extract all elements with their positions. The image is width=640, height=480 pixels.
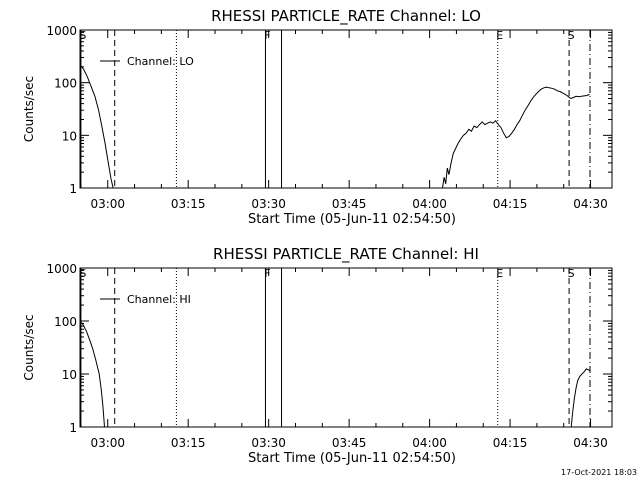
x-tick-label: 03:15	[171, 436, 206, 450]
y-axis-label: Counts/sec	[22, 76, 36, 142]
x-tick-label: 04:30	[573, 197, 608, 211]
event-marker-label: E	[496, 267, 503, 280]
x-tick-label: 03:15	[171, 197, 206, 211]
x-tick-label: 04:30	[573, 436, 608, 450]
x-axis-label: Start Time (05-Jun-11 02:54:50)	[248, 212, 456, 227]
y-tick-label: 10	[62, 368, 77, 382]
event-marker-label: S	[79, 267, 86, 280]
plot-frame	[79, 267, 613, 428]
x-tick-label: 03:00	[90, 436, 125, 450]
x-tick-label: 03:30	[251, 197, 286, 211]
event-marker-label: S	[568, 29, 575, 42]
y-axis-label: Counts/sec	[22, 314, 36, 380]
panel-hi: RHESSI PARTICLE_RATE Channel: HI Start Ti…	[22, 245, 613, 466]
x-tick-label: 03:00	[90, 197, 125, 211]
series-line	[442, 86, 590, 188]
series-line	[80, 320, 105, 427]
panel-lo: RHESSI PARTICLE_RATE Channel: LO Start Ti…	[22, 7, 613, 227]
x-tick-label: 04:15	[493, 436, 528, 450]
y-tick-label: 1000	[46, 262, 77, 276]
x-tick-label: 04:15	[493, 197, 528, 211]
event-marker-label: S	[79, 29, 86, 42]
legend-label: Channel: HI	[127, 293, 191, 306]
x-tick-label: 03:45	[332, 436, 367, 450]
event-marker-label: E	[496, 29, 503, 42]
footer-timestamp: 17-Oct-2021 18:03	[561, 468, 637, 477]
x-tick-label: 03:45	[332, 197, 367, 211]
plot-frame	[79, 29, 613, 189]
y-tick-label: 1	[69, 421, 77, 435]
event-marker-label: F	[264, 267, 270, 280]
y-tick-label: 100	[54, 315, 77, 329]
event-marker-label: F	[264, 29, 270, 42]
chart-title: RHESSI PARTICLE_RATE Channel: LO	[211, 7, 481, 26]
series-line	[570, 368, 591, 427]
y-tick-label: 1	[69, 182, 77, 196]
event-marker-label: S	[568, 267, 575, 280]
chart-title: RHESSI PARTICLE_RATE Channel: HI	[213, 245, 479, 264]
x-tick-label: 03:30	[251, 436, 286, 450]
y-tick-label: 10	[62, 129, 77, 143]
y-tick-label: 100	[54, 77, 77, 91]
legend-label: Channel: LO	[127, 55, 194, 68]
x-axis-label: Start Time (05-Jun-11 02:54:50)	[248, 451, 456, 466]
y-tick-label: 1000	[46, 24, 77, 38]
series-line	[80, 64, 114, 188]
x-tick-label: 04:00	[412, 197, 447, 211]
x-tick-label: 04:00	[412, 436, 447, 450]
